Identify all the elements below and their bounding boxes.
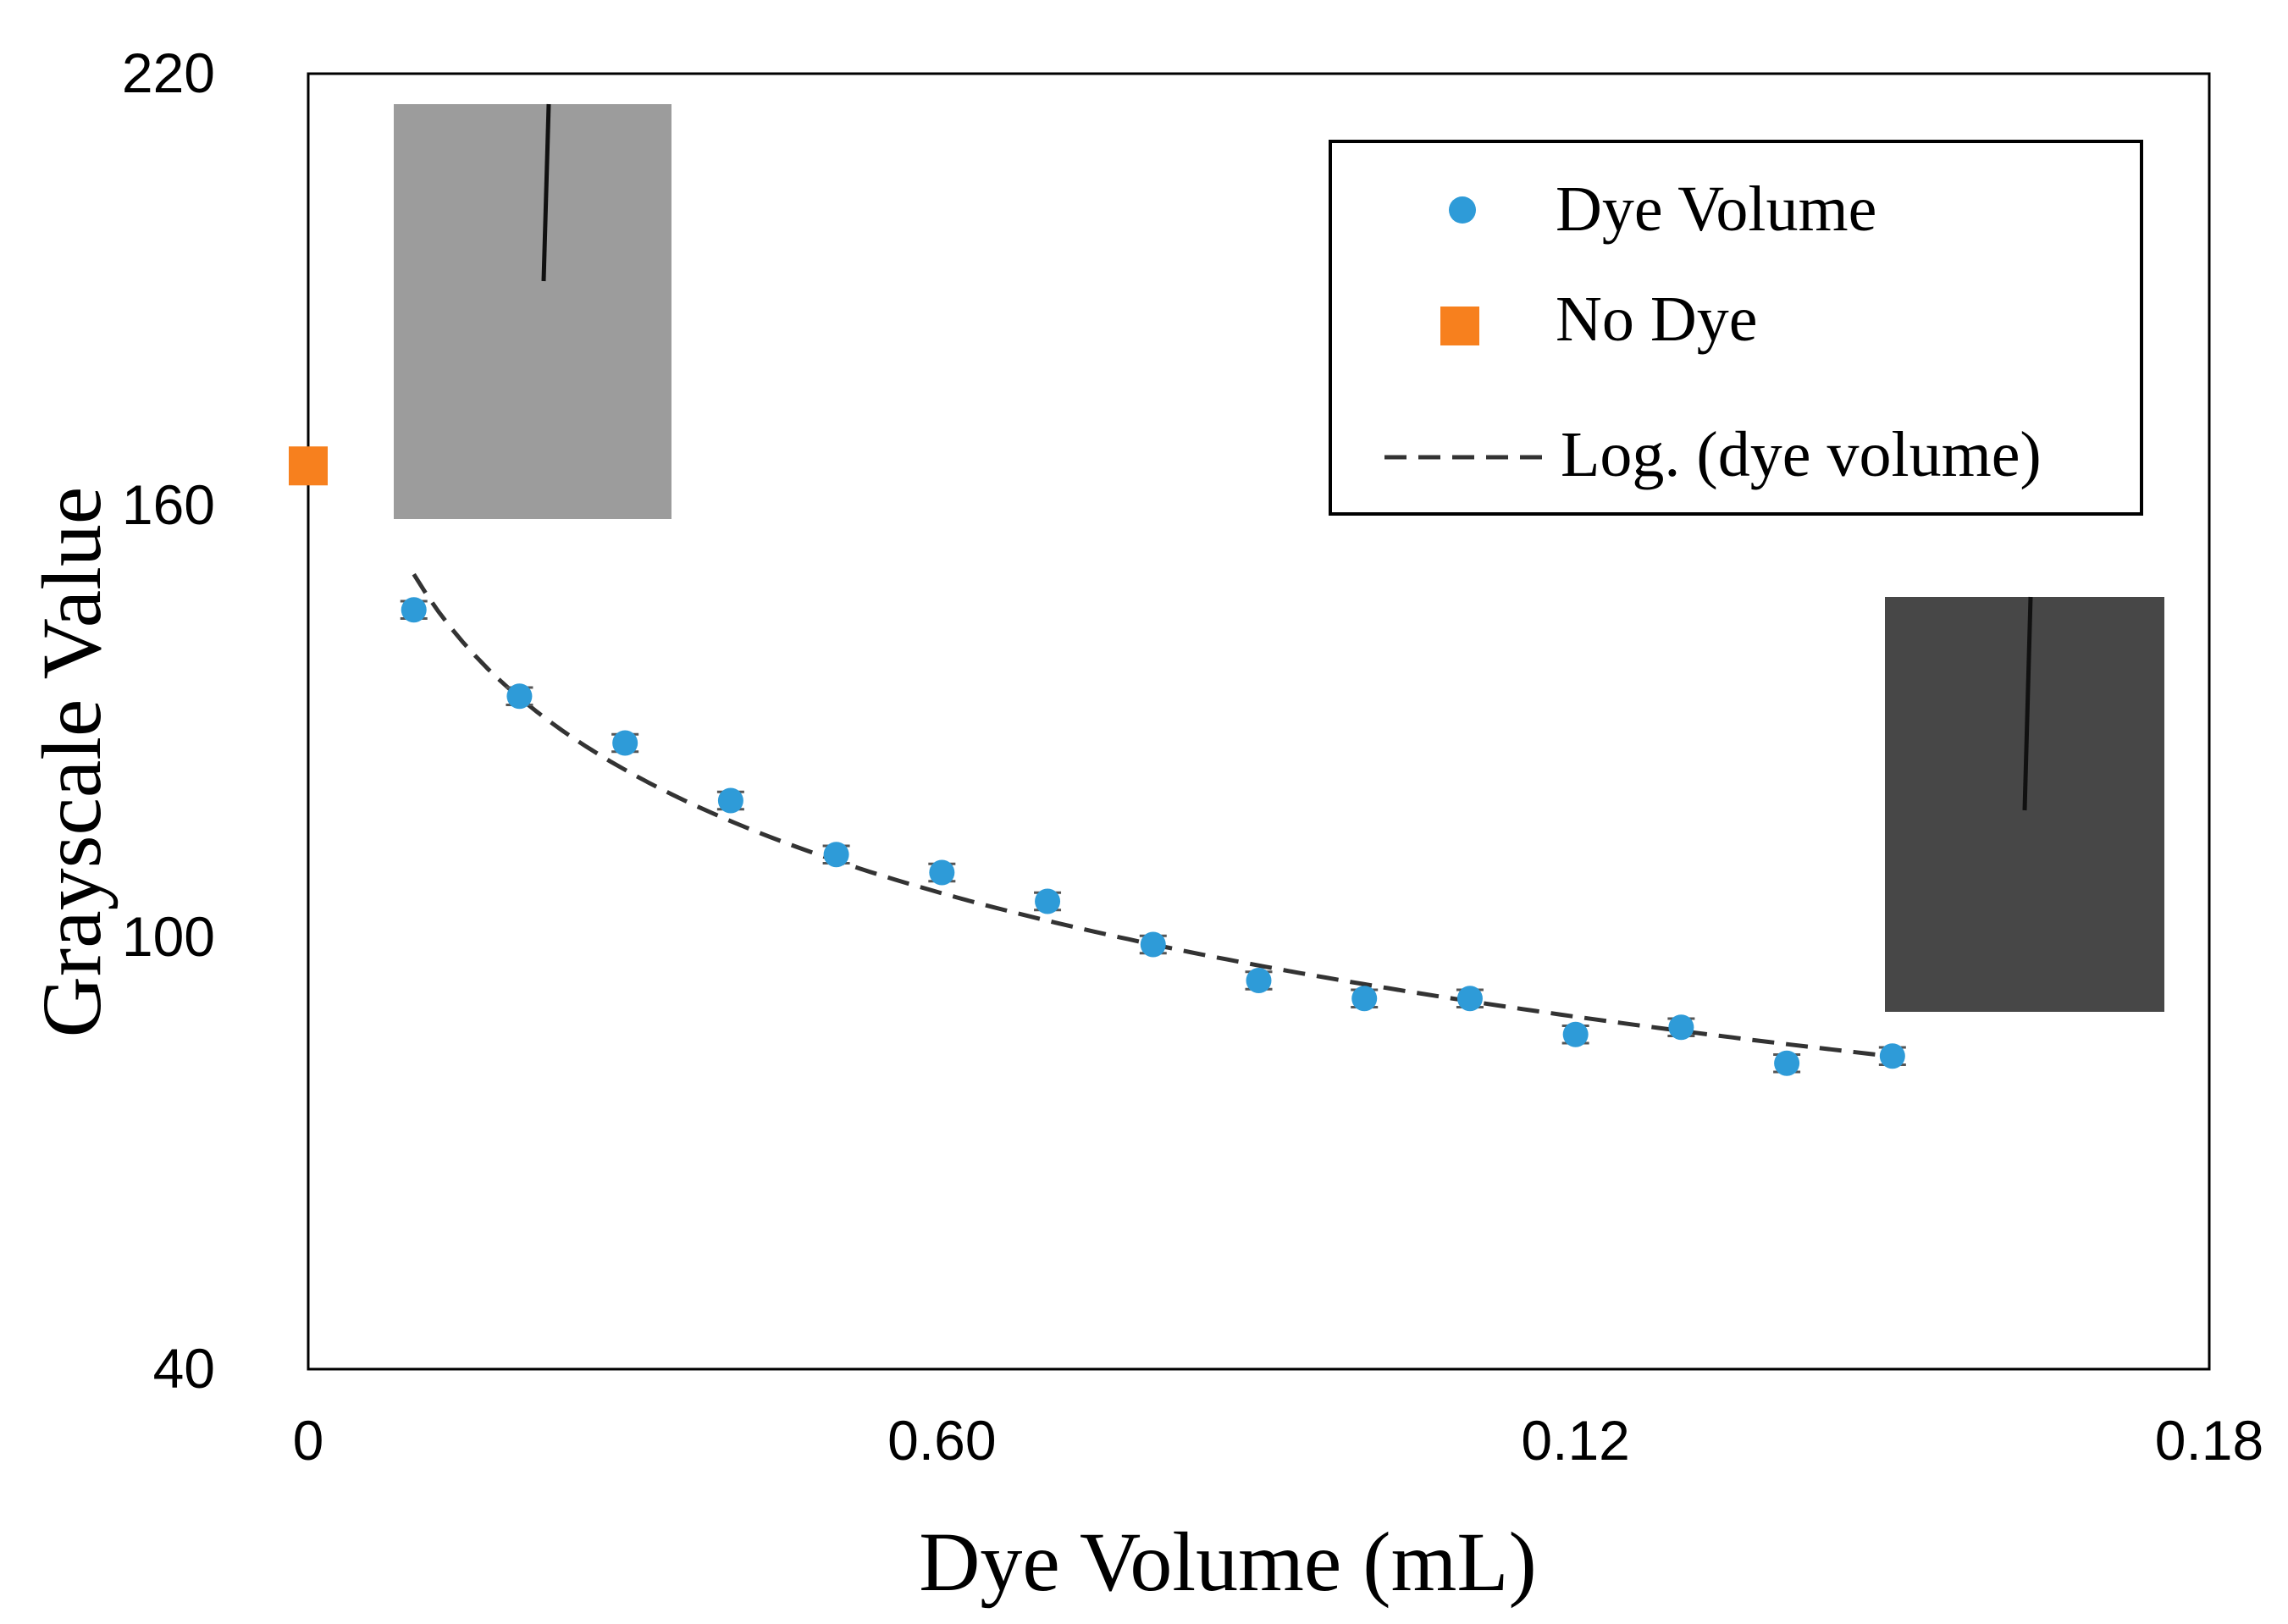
data-point-dye-volume xyxy=(1562,1021,1589,1047)
x-tick-label: 0.12 xyxy=(1521,1409,1629,1472)
data-point-dye-volume xyxy=(1035,888,1061,914)
legend: Dye Volume No Dye Log. (dye volume) xyxy=(1329,140,2143,516)
fit-layer xyxy=(412,572,1893,1059)
bright-inset-image xyxy=(394,103,671,519)
x-tick-label: 0.18 xyxy=(2155,1409,2263,1472)
x-tick-label: 0 xyxy=(293,1409,324,1472)
data-point-no-dye xyxy=(289,446,328,486)
data-point-dye-volume xyxy=(612,730,638,756)
x-axis-title: Dye Volume (mL) xyxy=(919,1515,1537,1609)
data-point-dye-volume xyxy=(823,842,849,868)
data-point-dye-volume xyxy=(1668,1014,1694,1041)
y-axis-title: Grayscale Value xyxy=(25,487,119,1038)
data-point-dye-volume xyxy=(717,787,743,814)
data-point-dye-volume xyxy=(1140,931,1166,958)
y-tick-label: 160 xyxy=(122,473,215,536)
data-point-dye-volume xyxy=(1774,1050,1800,1076)
dark-inset-image xyxy=(1885,596,2164,1012)
y-tick-label: 40 xyxy=(153,1337,215,1400)
x-tick-labels: 0 0.60 0.12 0.18 xyxy=(293,1409,2264,1472)
legend-marker-dye-volume xyxy=(1449,196,1476,224)
legend-label-dye-volume: Dye Volume xyxy=(1556,174,1876,245)
data-point-dye-volume xyxy=(1246,968,1272,993)
y-tick-label: 220 xyxy=(122,41,215,104)
data-point-dye-volume xyxy=(1351,986,1378,1012)
legend-label-no-dye: No Dye xyxy=(1556,284,1758,355)
plot-area-frame xyxy=(307,72,2211,1371)
data-point-dye-volume xyxy=(1456,986,1483,1012)
y-tick-label: 100 xyxy=(122,905,215,968)
legend-marker-no-dye xyxy=(1440,307,1479,345)
log-fit-line xyxy=(412,572,1893,1059)
y-tick-labels: 40 100 160 220 xyxy=(122,41,215,1400)
points-layer xyxy=(289,446,1906,1076)
legend-label-log-fit: Log. (dye volume) xyxy=(1561,419,2042,490)
x-tick-label: 0.60 xyxy=(887,1409,996,1472)
data-point-dye-volume xyxy=(929,859,955,886)
data-point-dye-volume xyxy=(1879,1043,1905,1069)
data-point-dye-volume xyxy=(506,683,533,710)
data-point-dye-volume xyxy=(401,597,427,623)
